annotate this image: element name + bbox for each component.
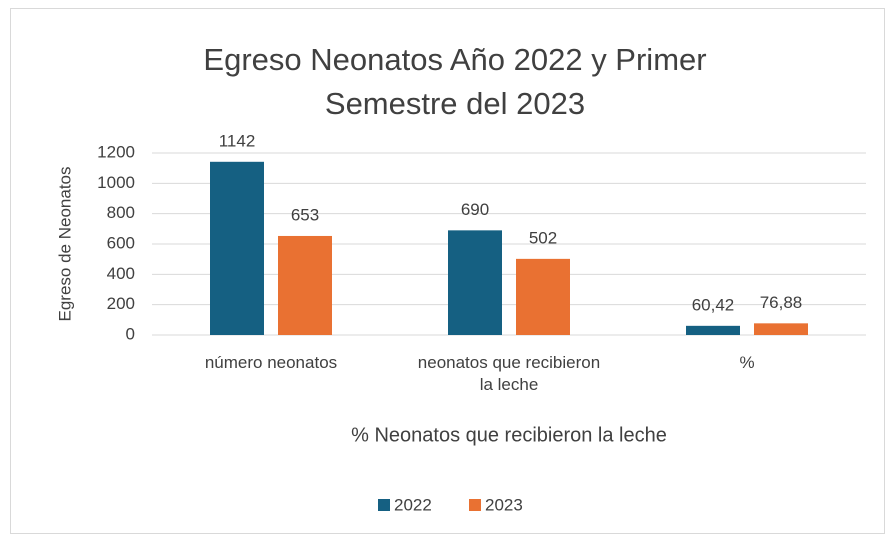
value-label: 1142 [219,131,256,150]
bar [210,161,264,335]
value-label: 60,42 [692,295,735,314]
value-label: 502 [529,228,557,247]
x-tick-label: número neonatos [204,353,338,372]
x-axis-title: % Neonatos que recibieron la leche [351,424,667,446]
value-label: 653 [291,205,319,224]
bar [686,325,740,335]
chart-border [10,8,885,534]
y-tick-label: 0 [126,324,135,343]
legend-swatch [469,499,481,511]
bar [278,235,332,335]
y-tick-label: 1000 [97,173,135,192]
legend-label: 2022 [394,495,432,514]
y-tick-label: 800 [107,203,135,222]
legend-swatch [378,499,390,511]
y-tick-label: 400 [107,264,135,283]
y-tick-label: 1200 [97,142,135,161]
y-axis-title: Egreso de Neonatos [55,167,74,322]
x-tick-label: % [739,353,755,372]
x-tick-label: neonatos que recibieron la leche [417,353,601,394]
y-tick-label: 200 [107,294,135,313]
chart-title: Egreso Neonatos Año 2022 y Primer Semest… [203,42,707,121]
legend-label: 2023 [485,495,523,514]
value-label: 690 [461,200,489,219]
bar [448,230,502,335]
y-tick-label: 600 [107,233,135,252]
value-label: 76,88 [760,293,803,312]
bar [754,323,808,335]
bar [516,258,570,335]
